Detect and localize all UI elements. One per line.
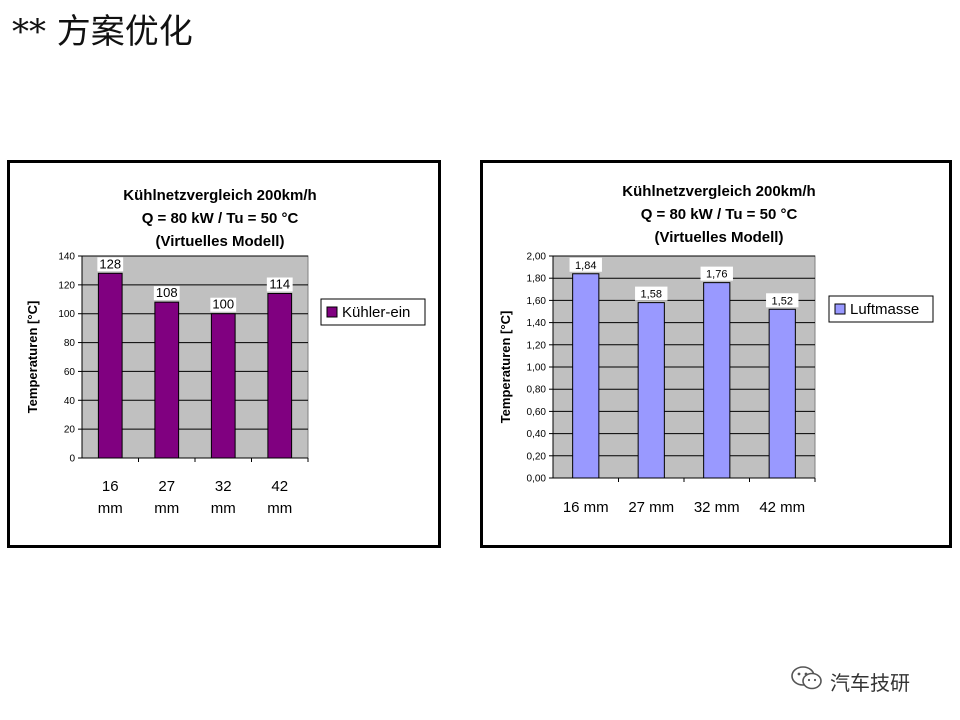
chart0-legend-box <box>320 298 426 326</box>
chart1-title-line-0: Kühlnetzvergleich 200km/h <box>622 183 815 200</box>
chart0-bar-3 <box>267 293 293 459</box>
chart0-ytick-label-1: 20 <box>64 425 76 436</box>
chart0-y-axis-label: Temperaturen [°C] <box>25 301 40 414</box>
chart0-data-label-3: 114 <box>269 277 290 292</box>
chart1-data-label-bg-0 <box>569 257 602 272</box>
chart1-ytick-label-8: 1,60 <box>527 296 547 307</box>
chart0-ytick-label-2: 40 <box>64 396 76 407</box>
chart0-data-label-2: 100 <box>212 297 234 312</box>
chart1-ytick-label-6: 1,20 <box>527 340 547 351</box>
chart0-category-label-2-1: mm <box>211 500 236 517</box>
chart0-ytick-label-7: 140 <box>58 252 75 263</box>
page-title: ** 方案优化 <box>12 12 193 52</box>
chart0-data-label-bg-2 <box>210 297 237 312</box>
chart0-data-label-0: 128 <box>99 256 121 271</box>
chart0-bar-2 <box>210 313 236 459</box>
chart1-ytick-label-9: 1,80 <box>527 274 547 285</box>
chart-left-svg: Kühlnetzvergleich 200km/h Q = 80 kW / Tu … <box>25 187 426 517</box>
chart1-data-label-bg-1 <box>635 286 668 301</box>
chart1-bar-2 <box>703 282 731 479</box>
chart0-category-label-2-0: 32 <box>215 478 232 495</box>
chart1-ytick-label-3: 0,60 <box>527 407 547 418</box>
chart1-ytick-label-4: 0,80 <box>527 385 547 396</box>
chart0-ytick-label-4: 80 <box>64 338 76 349</box>
chart0-data-label-bg-0 <box>97 257 124 272</box>
chart1-data-label-1: 1,58 <box>641 289 662 301</box>
chart0-bar-1 <box>154 301 180 459</box>
wechat-icon <box>790 665 824 697</box>
chart0-data-label-1: 108 <box>156 285 178 300</box>
chart1-legend-swatch <box>834 303 846 315</box>
chart1-title-line-1: Q = 80 kW / Tu = 50 °C <box>641 206 798 223</box>
chart0-title-line-1: Q = 80 kW / Tu = 50 °C <box>142 210 299 227</box>
chart1-data-label-3: 1,52 <box>772 295 793 307</box>
chart0-category-label-3-1: mm <box>267 500 292 517</box>
chart0-legend-label: Kühler-ein <box>342 304 410 321</box>
chart1-ytick-label-1: 0,20 <box>527 451 547 462</box>
chart1-data-label-0: 1,84 <box>575 260 596 272</box>
chart1-category-label-3-0: 42 mm <box>759 499 805 516</box>
chart1-title-line-2: (Virtuelles Modell) <box>655 229 784 246</box>
chart0-category-label-0-0: 16 <box>102 478 119 495</box>
chart0-legend-swatch <box>326 306 338 318</box>
chart0-category-label-0-1: mm <box>98 500 123 517</box>
chart1-bar-1 <box>637 302 665 479</box>
chart1-category-label-2-0: 32 mm <box>694 499 740 516</box>
chart0-category-label-1-1: mm <box>154 500 179 517</box>
chart0-data-label-bg-1 <box>153 286 180 301</box>
chart1-legend-label: Luftmasse <box>850 301 919 318</box>
chart1-ytick-label-10: 2,00 <box>527 252 547 263</box>
chart0-category-label-3-0: 42 <box>271 478 288 495</box>
chart0-category-label-1-0: 27 <box>158 478 175 495</box>
watermark-text: 汽车技研 <box>830 672 910 695</box>
chart0-ytick-label-6: 120 <box>58 280 75 291</box>
chart1-data-label-bg-2 <box>700 266 733 281</box>
chart1-legend-box <box>828 295 934 323</box>
chart0-ytick-label-5: 100 <box>58 309 75 320</box>
chart0-title-line-0: Kühlnetzvergleich 200km/h <box>123 187 316 204</box>
chart-frame-right: Kühlnetzvergleich 200km/h Q = 80 kW / Tu … <box>480 160 952 548</box>
chart1-ytick-label-5: 1,00 <box>527 363 547 374</box>
chart0-bar-0 <box>97 272 123 459</box>
chart1-ytick-label-2: 0,40 <box>527 429 547 440</box>
chart1-bar-3 <box>768 308 796 479</box>
watermark: 汽车技研 <box>790 665 910 697</box>
chart1-data-label-2: 1,76 <box>706 269 727 281</box>
chart0-data-label-bg-3 <box>266 277 293 292</box>
chart1-category-label-1-0: 27 mm <box>628 499 674 516</box>
chart1-data-label-bg-3 <box>766 293 799 308</box>
chart1-ytick-label-7: 1,40 <box>527 318 547 329</box>
chart1-bar-0 <box>572 273 600 479</box>
chart1-category-label-0-0: 16 mm <box>563 499 609 516</box>
chart1-y-axis-label: Temperaturen [°C] <box>498 311 513 424</box>
chart0-ytick-label-0: 0 <box>69 454 75 465</box>
chart1-ytick-label-0: 0,00 <box>527 474 547 485</box>
chart-frame-left: Kühlnetzvergleich 200km/h Q = 80 kW / Tu … <box>7 160 441 548</box>
chart-right-svg: Kühlnetzvergleich 200km/h Q = 80 kW / Tu … <box>498 183 934 516</box>
chart0-title-line-2: (Virtuelles Modell) <box>156 233 285 250</box>
chart0-ytick-label-3: 60 <box>64 367 76 378</box>
